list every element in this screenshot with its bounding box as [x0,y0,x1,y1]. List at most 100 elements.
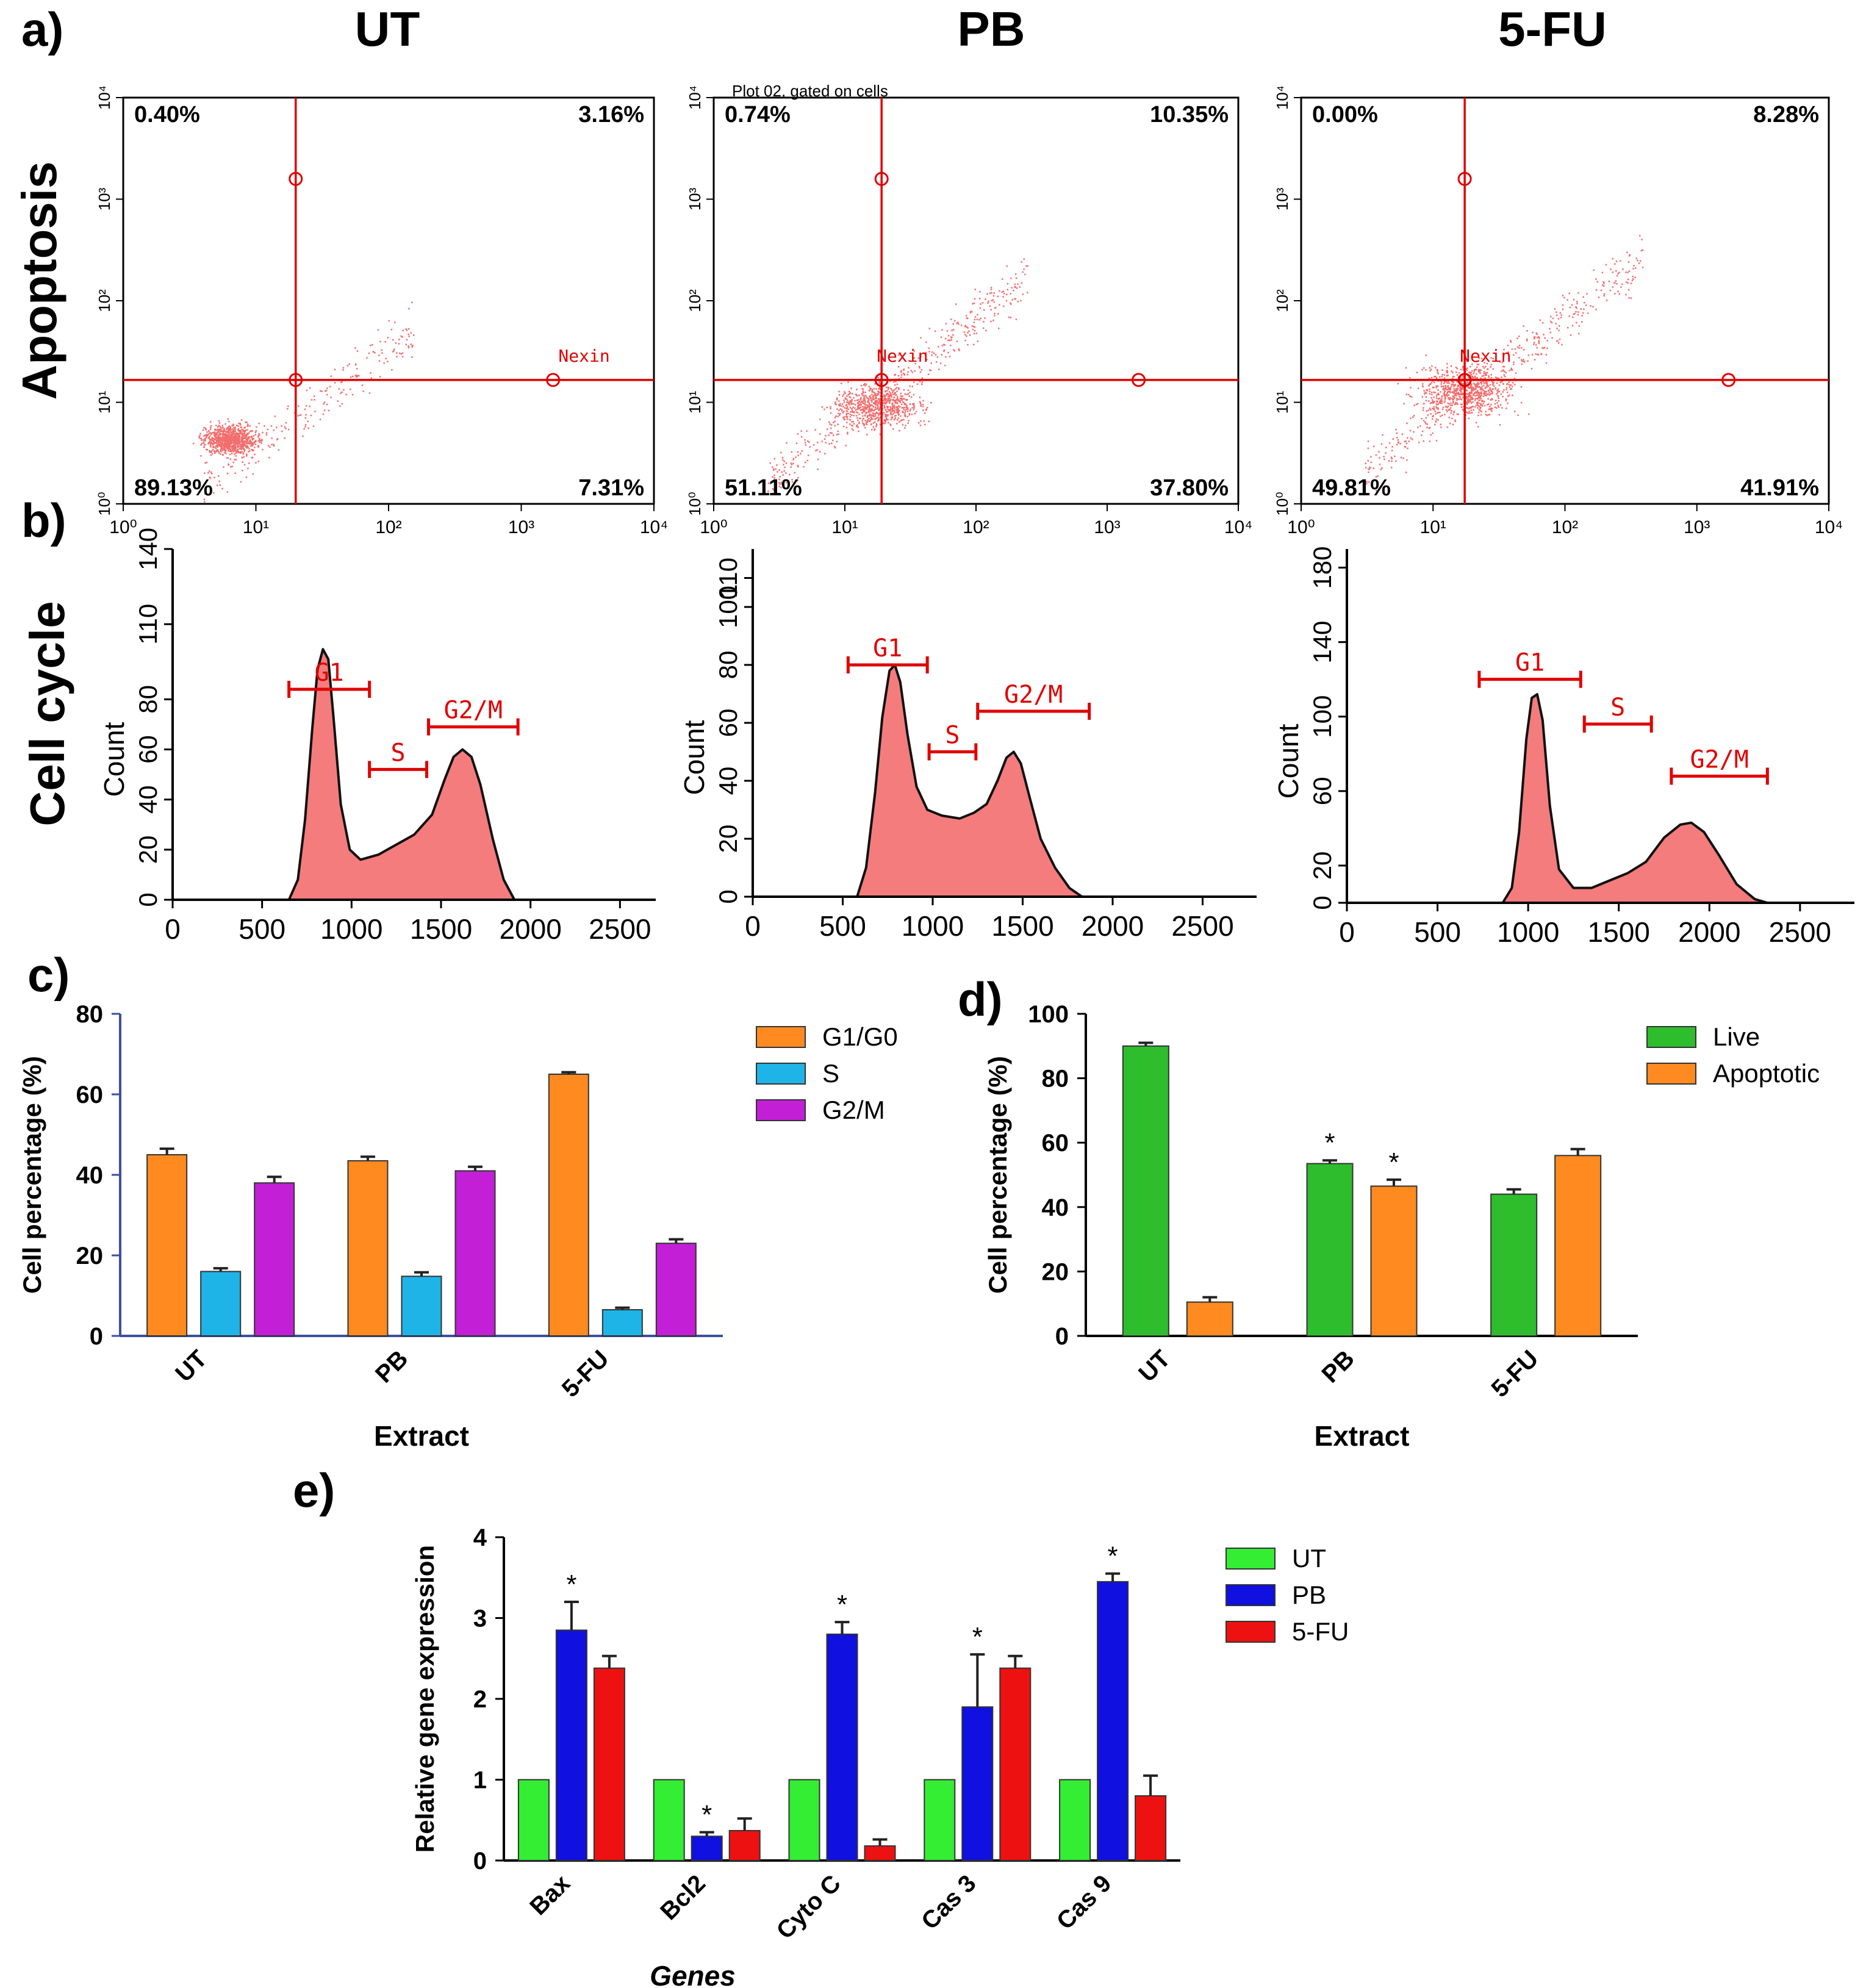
legend-label: Apoptotic [1713,1059,1820,1088]
y-tick-label: 0 [134,892,162,906]
significance-star: * [1108,1541,1118,1571]
x-tick-label: 2000 [1082,910,1144,942]
quadrant-ur-value: 10.35% [1150,102,1229,127]
x-tick-label: 1000 [1497,916,1559,948]
bar-ut-bax [517,1779,550,1861]
quadrant-lr-value: 37.80% [1150,475,1229,501]
quadrant-ur-value: 3.16% [578,102,644,127]
gate-label: S [945,722,960,750]
chart-d-apoptosis-bars: 0 20 40 60 80 100 Cell percentage (%) Extract UT… [983,1001,1820,1452]
histogram-panel-5-fu: 0 500 1000 1500 2000 2500 0 20 60 100 140 180 Count G… [1272,546,1854,948]
y-tick-label: 60 [1042,1130,1069,1157]
gate-g1: G1 [1477,649,1582,688]
x-tick-label: 10¹ [243,517,269,537]
gate-label: G1 [315,659,344,687]
bar-pb-cas-9 [1097,1581,1129,1861]
histogram-area [287,648,516,901]
x-axis-label: Extract [1315,1420,1410,1452]
y-tick-label: 0 [90,1323,103,1350]
x-tick-label: 0 [745,910,761,942]
bar-apoptotic-pb [1370,1185,1418,1337]
y-tick-label: 10⁰ [95,492,113,515]
bar-apoptotic-5-fu [1554,1155,1602,1337]
y-tick-label: 2 [473,1686,487,1713]
category-pb: PB [347,1155,496,1388]
x-tick-label: 2500 [1171,910,1233,942]
gate-s: S [927,722,978,761]
quadrant-handle-center [874,373,889,387]
y-axis-label: Count [678,720,710,795]
x-tick-label: 10⁴ [1815,517,1843,537]
quadrant-ul-value: 0.74% [725,102,791,127]
bar-ut-cyto-c [788,1779,820,1861]
quadrant-ll-value: 49.81% [1312,475,1391,501]
bar-pb-bcl2 [691,1835,723,1861]
legend-swatch [1225,1584,1276,1606]
y-tick-label: 100 [714,586,742,628]
scatter-events [193,301,415,503]
legend-item-g2-m: G2/M [756,1096,885,1124]
y-tick-label: 60 [714,709,742,737]
bar-pb-cas-3 [961,1706,994,1861]
bar-ut-bcl2 [653,1779,685,1861]
legend-item-pb: PB [1225,1581,1326,1609]
y-tick-label: 20 [1042,1258,1069,1285]
significance-star: * [1324,1128,1335,1158]
legend-item-live: Live [1646,1022,1760,1051]
cell-cycle-histograms: 0 500 1000 1500 2000 2500020406080110140Count… [98,528,1854,948]
column-header-ut: UT [355,2,420,56]
bar-ut-cas-9 [1059,1779,1091,1861]
panel-label-b: b) [21,493,66,547]
y-tick-label: 40 [714,767,742,795]
panel-label-e: e) [293,1463,335,1517]
panel-label-c: c) [27,948,70,1002]
y-tick-label: 20 [1308,852,1337,880]
bar-g1-g0-5-fu [548,1074,589,1337]
quadrant-handle-right [1721,373,1736,387]
legend-swatch [1225,1548,1276,1570]
bar-g2-m-pb [454,1170,496,1337]
y-tick-label: 80 [1042,1066,1069,1093]
gate-label: Nexin [1460,346,1511,366]
y-tick-label: 10³ [686,187,704,210]
scatter-panel-5-fu: Nexin 0.00% 8.28% 49.81% 41.91% 10⁰ 10¹ 10² 10³ 1… [1273,85,1843,537]
y-tick-label: 0 [714,889,742,903]
legend-swatch [756,1026,806,1048]
x-tick-label: 2500 [589,913,651,945]
y-axis-label: Cell percentage (%) [18,1056,46,1294]
x-tick-label: 500 [1414,916,1461,948]
y-tick-label: 60 [1308,777,1337,805]
x-tick-label: 10² [375,517,401,537]
histogram-area [1501,693,1769,904]
category-ut: UT [1122,1041,1233,1387]
legend-label: UT [1292,1544,1326,1573]
quadrant-ll-value: 51.11% [725,475,802,501]
column-header-5fu: 5-FU [1498,2,1607,56]
scatter-events [767,258,1028,495]
y-tick-label: 10² [95,289,113,312]
scatter-frame [122,96,655,505]
significance-star: * [1388,1147,1399,1177]
bar-s-ut [200,1271,242,1337]
x-tick-label: 0 [165,913,181,945]
y-axis-label: Cell percentage (%) [983,1056,1012,1294]
bar-5-fu-cyto-c [864,1845,896,1861]
gate-g1: G1 [287,659,371,698]
row-label-cell-cycle: Cell cycle [20,601,74,826]
significance-star: * [566,1570,576,1599]
bar-g2-m-5-fu [655,1243,697,1337]
x-tick-label: 10⁴ [1224,517,1252,537]
x-tick-label: 10² [1552,517,1578,537]
y-tick-label: 10⁴ [1273,85,1291,110]
y-tick-label: 10⁰ [1273,492,1291,515]
legend-label: Live [1713,1022,1760,1051]
y-tick-label: 100 [1308,695,1337,738]
gate-label: G2/M [1690,745,1748,773]
bar-5-fu-cas-3 [999,1667,1032,1861]
bar-5-fu-bax [593,1667,625,1861]
bar-5-fu-bcl2 [728,1829,761,1862]
quadrant-ul-value: 0.40% [134,102,200,127]
